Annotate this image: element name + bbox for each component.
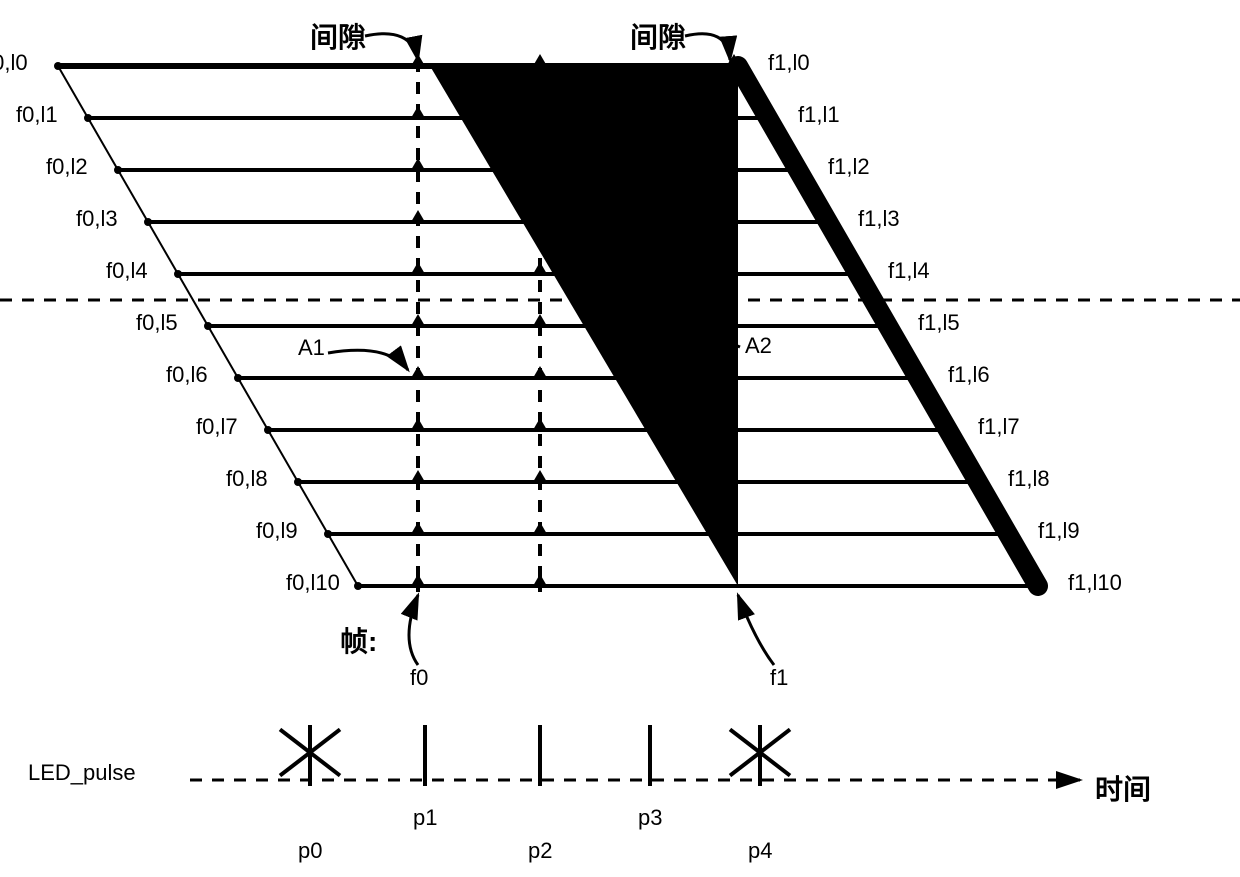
text-label: f1,l8 <box>1008 466 1050 492</box>
text-label: A1 <box>298 335 325 361</box>
text-label: f1,l10 <box>1068 570 1122 596</box>
text-label: f1,l2 <box>828 154 870 180</box>
text-label: f0 <box>410 665 428 691</box>
text-label: f1,l1 <box>798 102 840 128</box>
text-label: f0,l2 <box>46 154 88 180</box>
text-label: f0,l9 <box>256 518 298 544</box>
text-label: p2 <box>528 838 552 864</box>
text-label: 时间 <box>1095 768 1151 808</box>
text-label: 间隙 <box>630 16 686 56</box>
text-label: f0,l5 <box>136 310 178 336</box>
text-label: f0,l3 <box>76 206 118 232</box>
text-label: f1,l4 <box>888 258 930 284</box>
text-label: f0,l10 <box>286 570 340 596</box>
text-label: f1,l0 <box>768 50 810 76</box>
text-label: f1,l3 <box>858 206 900 232</box>
text-label: A2 <box>745 333 772 359</box>
text-label: 间隙 <box>310 16 366 56</box>
text-label: f0,l7 <box>196 414 238 440</box>
text-label: f0,l6 <box>166 362 208 388</box>
text-label: f0,l1 <box>16 102 58 128</box>
text-label: 帧: <box>340 620 377 660</box>
text-label: LED_pulse <box>28 760 136 786</box>
text-label: p4 <box>748 838 772 864</box>
diagram-stage: f0,l0 f1,l0 f0,l1 f1,l1 f0,l2 f1,l2 f0,l3 f1,l3… <box>0 0 1240 877</box>
text-label: f1,l7 <box>978 414 1020 440</box>
text-label: f0,l0 <box>0 50 28 76</box>
text-label: p3 <box>638 805 662 831</box>
text-label: p0 <box>298 838 322 864</box>
text-label: f1,l9 <box>1038 518 1080 544</box>
text-label: f0,l8 <box>226 466 268 492</box>
text-label: f1,l5 <box>918 310 960 336</box>
diagram-svg <box>0 0 1240 877</box>
text-label: p1 <box>413 805 437 831</box>
text-label: f1,l6 <box>948 362 990 388</box>
text-label: f0,l4 <box>106 258 148 284</box>
text-label: f1 <box>770 665 788 691</box>
